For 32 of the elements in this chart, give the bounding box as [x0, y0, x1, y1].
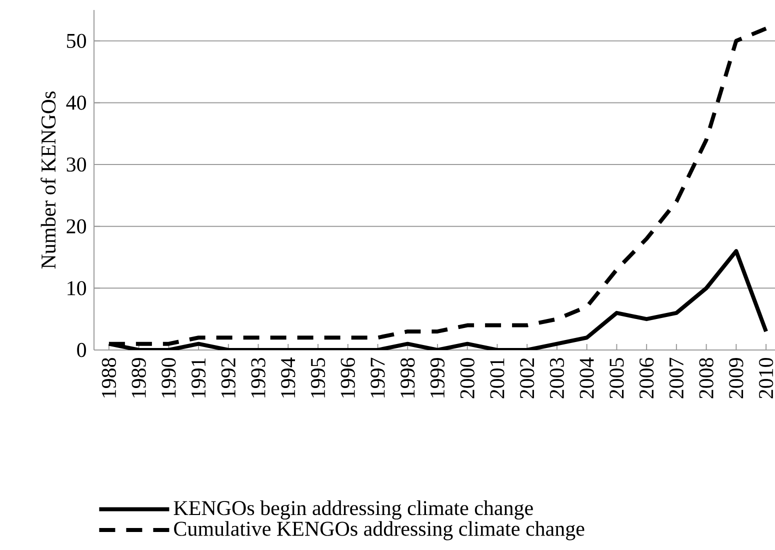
x-tick-label: 2008: [699, 358, 714, 398]
x-tick-label: 1998: [400, 358, 415, 398]
x-tick-label: 1989: [132, 358, 146, 398]
x-tick-label: 1996: [340, 358, 355, 398]
legend-label: Cumulative KENGOs addressing climate change: [174, 521, 584, 540]
x-tick-label: 1988: [102, 358, 116, 398]
x-tick-label: 2006: [639, 358, 654, 398]
x-tick-label: 2007: [669, 358, 684, 398]
y-tick-label: 20: [66, 219, 86, 234]
x-tick-label: 1994: [281, 358, 296, 398]
x-tick-label: 2003: [550, 358, 564, 398]
x-tick-label: 2005: [610, 358, 624, 398]
x-tick-label: 1992: [221, 358, 236, 398]
x-tick-label: 2001: [490, 358, 504, 398]
y-tick-label: 50: [67, 34, 86, 48]
x-tick-label: 1990: [162, 358, 176, 398]
x-tick-label: 2009: [729, 358, 744, 398]
x-tick-label: 1995: [310, 358, 326, 398]
x-tick-label: 2004: [580, 358, 594, 398]
y-axis-title: Number of KENGOs: [40, 92, 56, 269]
x-tick-label: 1991: [191, 358, 206, 398]
legend-label: KENGOs begin addressing climate change: [174, 500, 533, 520]
y-tick-label: 30: [66, 157, 86, 172]
x-tick-label: 1997: [370, 358, 385, 398]
y-tick-label: 10: [68, 281, 86, 296]
y-tick-label: 0: [77, 342, 86, 358]
x-tick-label: 1993: [251, 358, 266, 398]
x-tick-label: 2010: [758, 358, 774, 398]
x-tick-label: 2002: [520, 358, 534, 398]
x-tick-label: 1999: [430, 358, 445, 398]
y-tick-label: 40: [66, 96, 86, 110]
x-tick-label: 2000: [460, 358, 474, 398]
